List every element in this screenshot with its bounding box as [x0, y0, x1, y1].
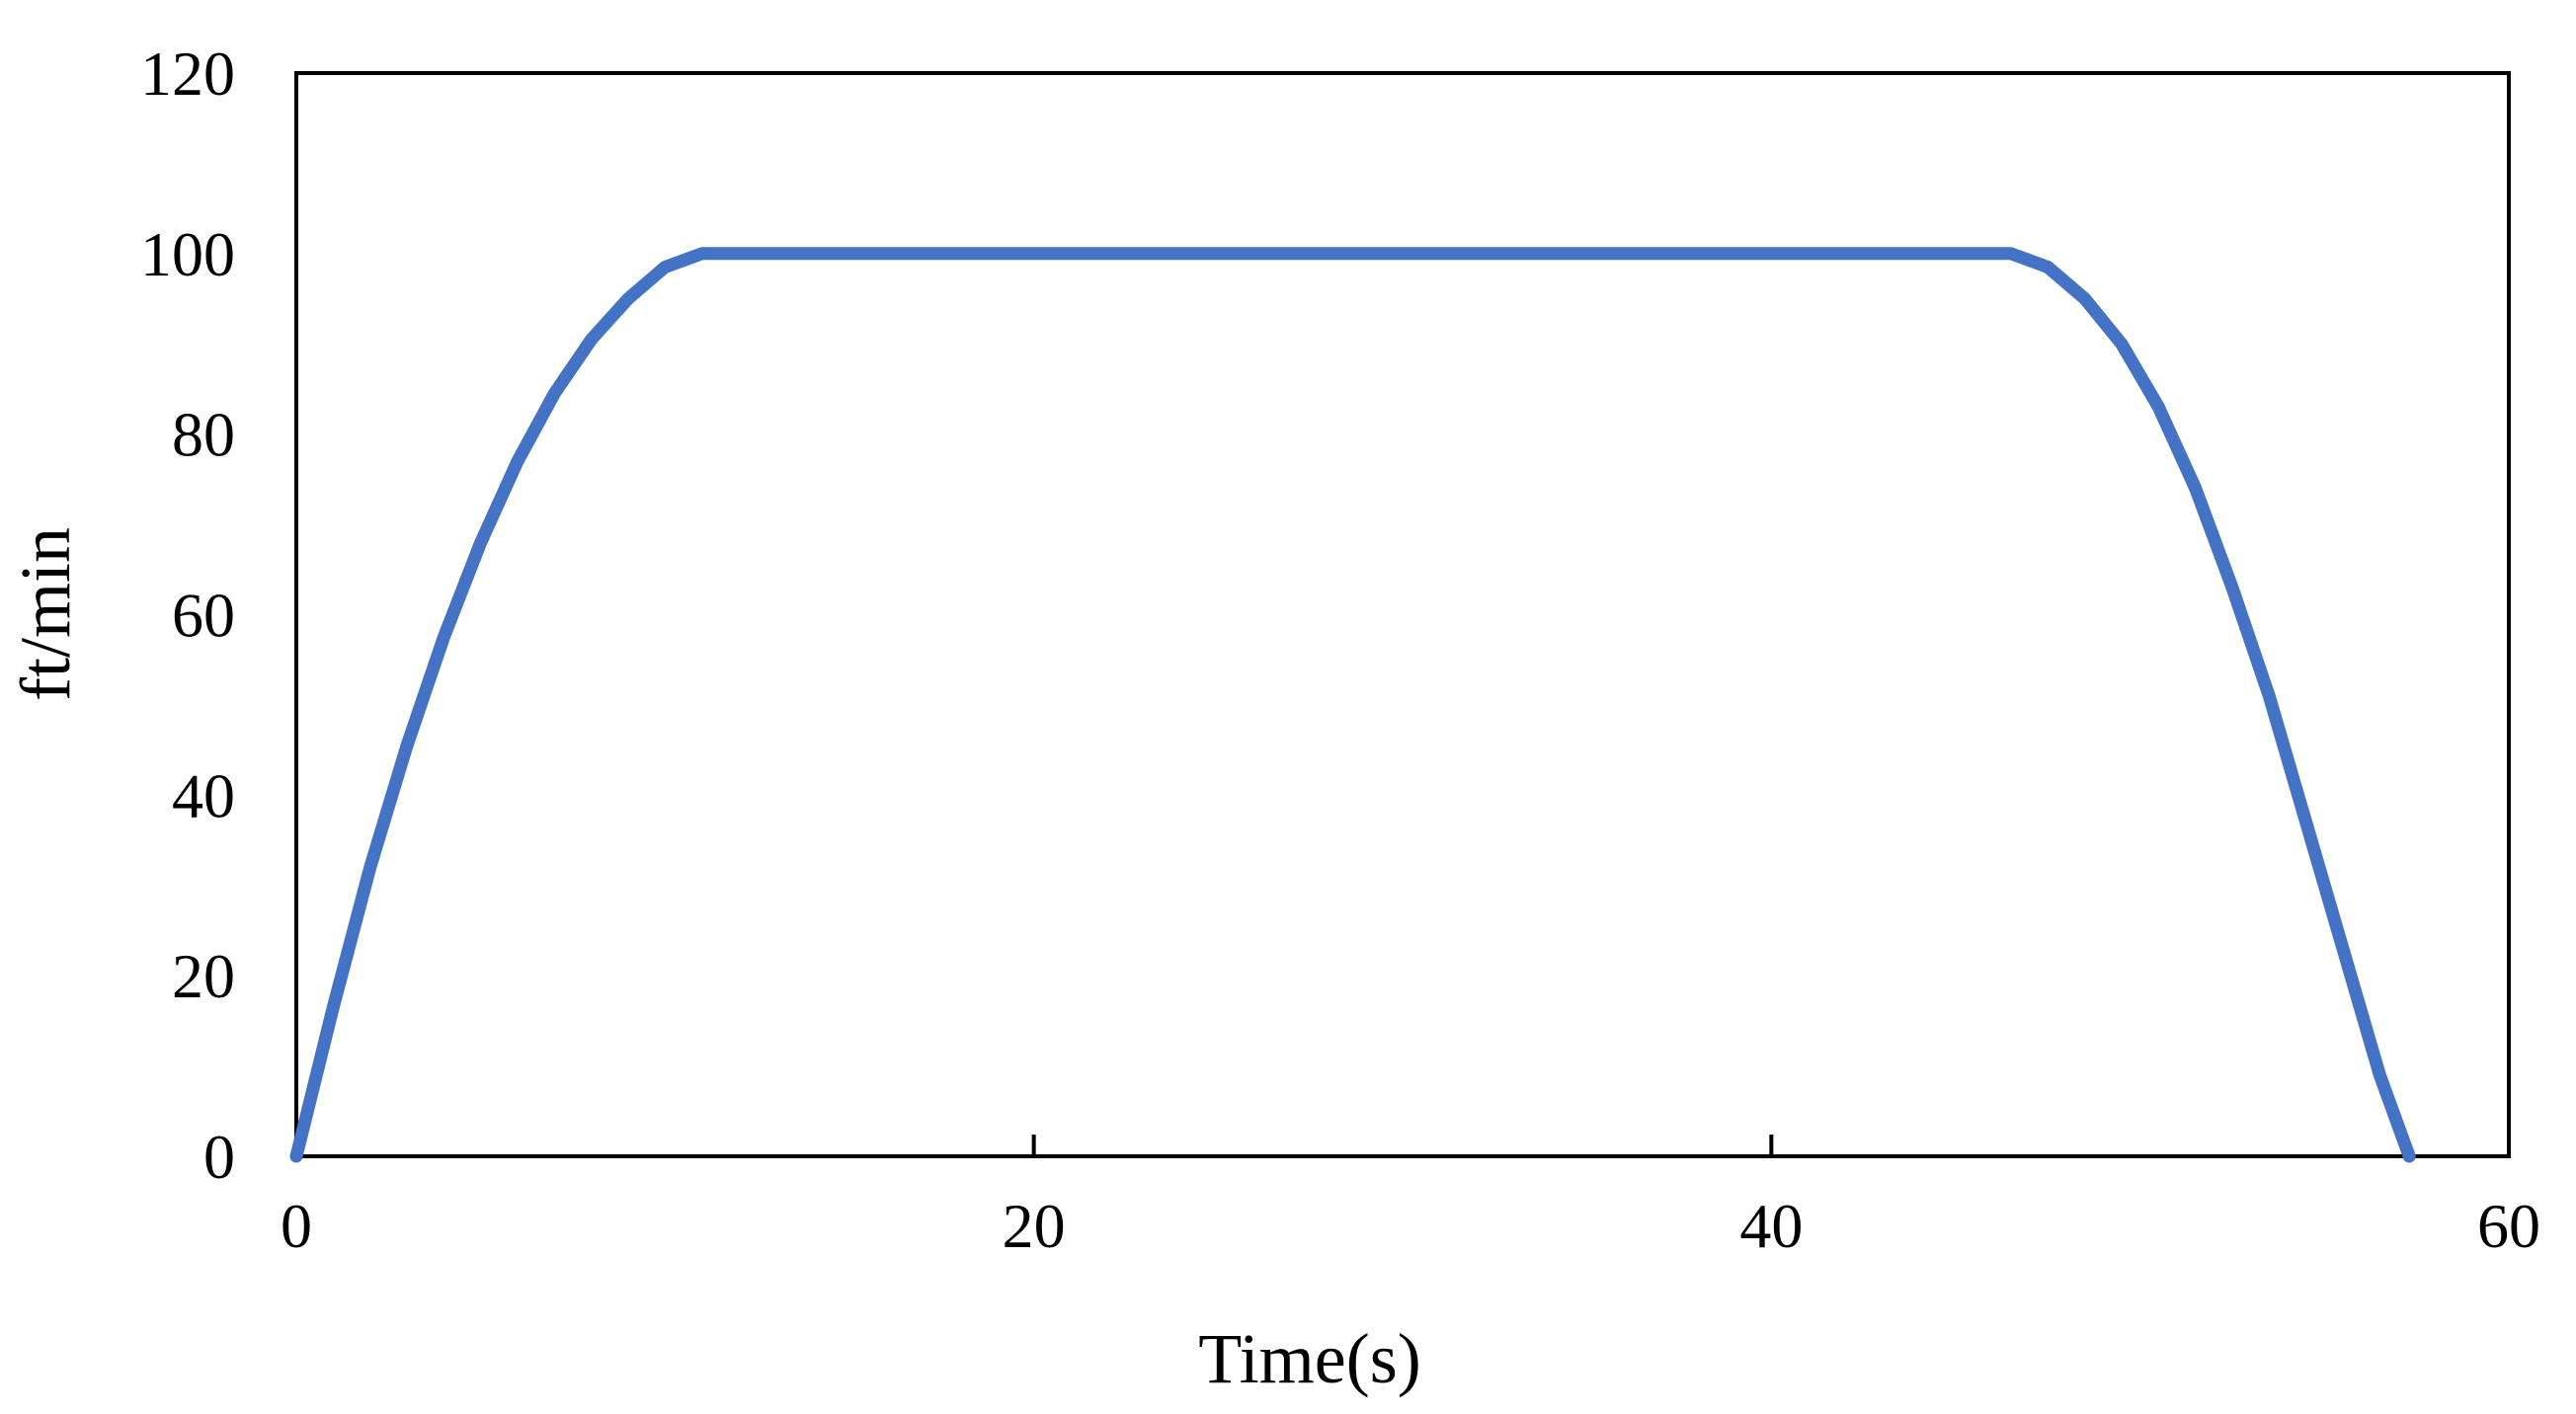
x-tick-label: 0: [281, 1191, 312, 1261]
x-axis-ticks: 0 20 40 60: [281, 1135, 2540, 1261]
y-tick-label: 100: [140, 219, 235, 289]
y-axis-ticks: 0 20 40 60 80 100 120: [140, 39, 235, 1192]
x-tick-label: 40: [1739, 1191, 1803, 1261]
series-layer: [289, 247, 2416, 1163]
y-tick-label: 0: [203, 1122, 235, 1192]
y-tick-label: 40: [172, 760, 235, 830]
y-tick-label: 60: [172, 581, 235, 651]
plot-frame: [294, 71, 2511, 1158]
y-tick-label: 120: [140, 39, 235, 109]
series-line: [289, 247, 2416, 1163]
y-tick-label: 20: [172, 941, 235, 1011]
x-tick-label: 20: [1003, 1191, 1066, 1261]
y-tick-label: 80: [172, 400, 235, 470]
y-axis-label: ft/min: [6, 527, 85, 701]
x-axis-label: Time(s): [1198, 1319, 1420, 1398]
x-tick-label: 60: [2477, 1191, 2540, 1261]
